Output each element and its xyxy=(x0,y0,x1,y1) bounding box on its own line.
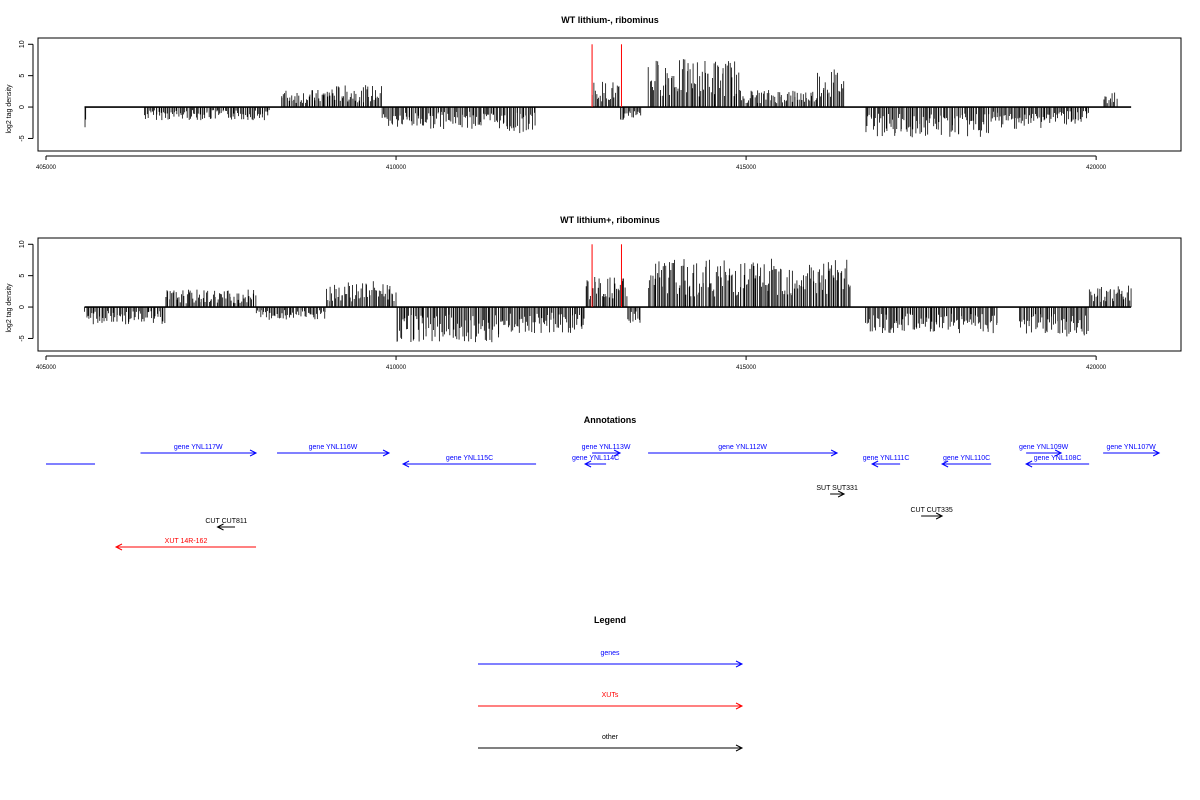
y-tick-label: 0 xyxy=(19,105,26,109)
axes: -5 0 5 10 405000 410000 415000 420000 xyxy=(19,240,1107,371)
annotations-track: Annotations gene YNL117W gene YNL116Wgene… xyxy=(46,415,1161,551)
feature-gene-ynl110c: gene YNL110C xyxy=(940,455,992,468)
feature-label: gene YNL109W xyxy=(1019,444,1069,451)
feature-gene-ynl107w: gene YNL107W xyxy=(1103,444,1161,457)
x-tick-label: 410000 xyxy=(386,365,407,371)
feature-label: gene YNL112W xyxy=(718,444,767,451)
feature-sut-sut331: SUT SUT331 xyxy=(816,485,858,498)
feature-gene-ynl114c: gene YNL114C xyxy=(572,455,619,468)
legend-item-genes: genes xyxy=(478,650,744,668)
feature-xut-14r-162: XUT 14R-162 xyxy=(114,538,257,551)
y-tick-label: 5 xyxy=(19,74,26,78)
x-tick-label: 415000 xyxy=(736,165,757,171)
feature-label: CUT CUT335 xyxy=(910,507,952,514)
feature-gene-ynl111c: gene YNL111C xyxy=(863,455,910,468)
feature-label: gene YNL113W xyxy=(582,444,631,451)
feature-label: gene YNL107W xyxy=(1106,444,1156,451)
legend-item-other: other xyxy=(478,734,744,752)
y-tick-label: -5 xyxy=(19,135,26,141)
feature-layer: gene YNL117W gene YNL116W gene YNL115C gene… xyxy=(46,444,1161,551)
feature-label: SUT SUT331 xyxy=(816,485,858,492)
legend-item-xuts: XUTs xyxy=(478,692,744,710)
feature-label: gene YNL108C xyxy=(1034,455,1082,462)
feature-gene-ynl112w: gene YNL112W xyxy=(648,444,839,457)
feature-cut-cut811: CUT CUT811 xyxy=(205,518,247,531)
x-tick-label: 405000 xyxy=(36,165,57,171)
y-axis-label: log2 tag density xyxy=(6,283,13,333)
x-tick-label: 410000 xyxy=(386,165,407,171)
feature-label: XUT 14R-162 xyxy=(165,538,208,545)
feature-gene-ynl117w: gene YNL117W xyxy=(140,444,258,457)
plot-frame xyxy=(37,237,1182,352)
plot-frame xyxy=(37,37,1182,152)
feature-label: gene YNL110C xyxy=(943,455,990,462)
y-tick-label: 5 xyxy=(19,274,26,278)
axes: -5 0 5 10 405000 410000 415000 420000 xyxy=(19,40,1107,171)
feature-label: CUT CUT811 xyxy=(205,518,247,525)
feature-cut-cut335: CUT CUT335 xyxy=(910,507,953,520)
signal-bars xyxy=(84,44,1132,138)
feature-label: gene YNL115C xyxy=(446,455,493,462)
annotations-title: Annotations xyxy=(584,415,637,425)
y-tick-label: 0 xyxy=(19,305,26,309)
track-title: WT lithium-, ribominus xyxy=(561,15,659,25)
y-tick-label: 10 xyxy=(19,40,26,48)
feature-label: gene YNL111C xyxy=(863,455,910,462)
feature-label: gene YNL114C xyxy=(572,455,619,462)
track-title: WT lithium+, ribominus xyxy=(560,215,660,225)
feature-gene-ynl115c: gene YNL115C xyxy=(401,455,537,468)
y-tick-label: 10 xyxy=(19,240,26,248)
legend-label: other xyxy=(602,734,619,741)
x-tick-label: 420000 xyxy=(1086,165,1107,171)
legend-title: Legend xyxy=(594,615,626,625)
x-tick-label: 415000 xyxy=(736,365,757,371)
feature-gene-ynl109w: gene YNL109W xyxy=(1019,444,1069,457)
feature-label: gene YNL116W xyxy=(309,444,358,451)
feature-gene-ynl116w: gene YNL116W xyxy=(277,444,391,457)
x-tick-label: 405000 xyxy=(36,365,57,371)
feature-gene-ynl108c: gene YNL108C xyxy=(1025,455,1090,468)
feature-label: gene YNL117W xyxy=(174,444,223,451)
legend-label: XUTs xyxy=(602,692,619,699)
y-tick-label: -5 xyxy=(19,335,26,341)
legend-items: genes XUTs other xyxy=(478,650,744,752)
y-axis-label: log2 tag density xyxy=(6,84,13,134)
track-panel-lithium-plus: WT lithium+, ribominus log2 tag density … xyxy=(6,215,1182,371)
legend-label: genes xyxy=(600,650,620,657)
feature-gene-ynl113w: gene YNL113W xyxy=(582,444,631,457)
signal-bars xyxy=(84,244,1132,343)
legend: Legend genes XUTs other xyxy=(478,615,744,752)
x-tick-label: 420000 xyxy=(1086,365,1107,371)
track-panel-lithium-minus: WT lithium-, ribominus log2 tag density … xyxy=(6,15,1182,171)
